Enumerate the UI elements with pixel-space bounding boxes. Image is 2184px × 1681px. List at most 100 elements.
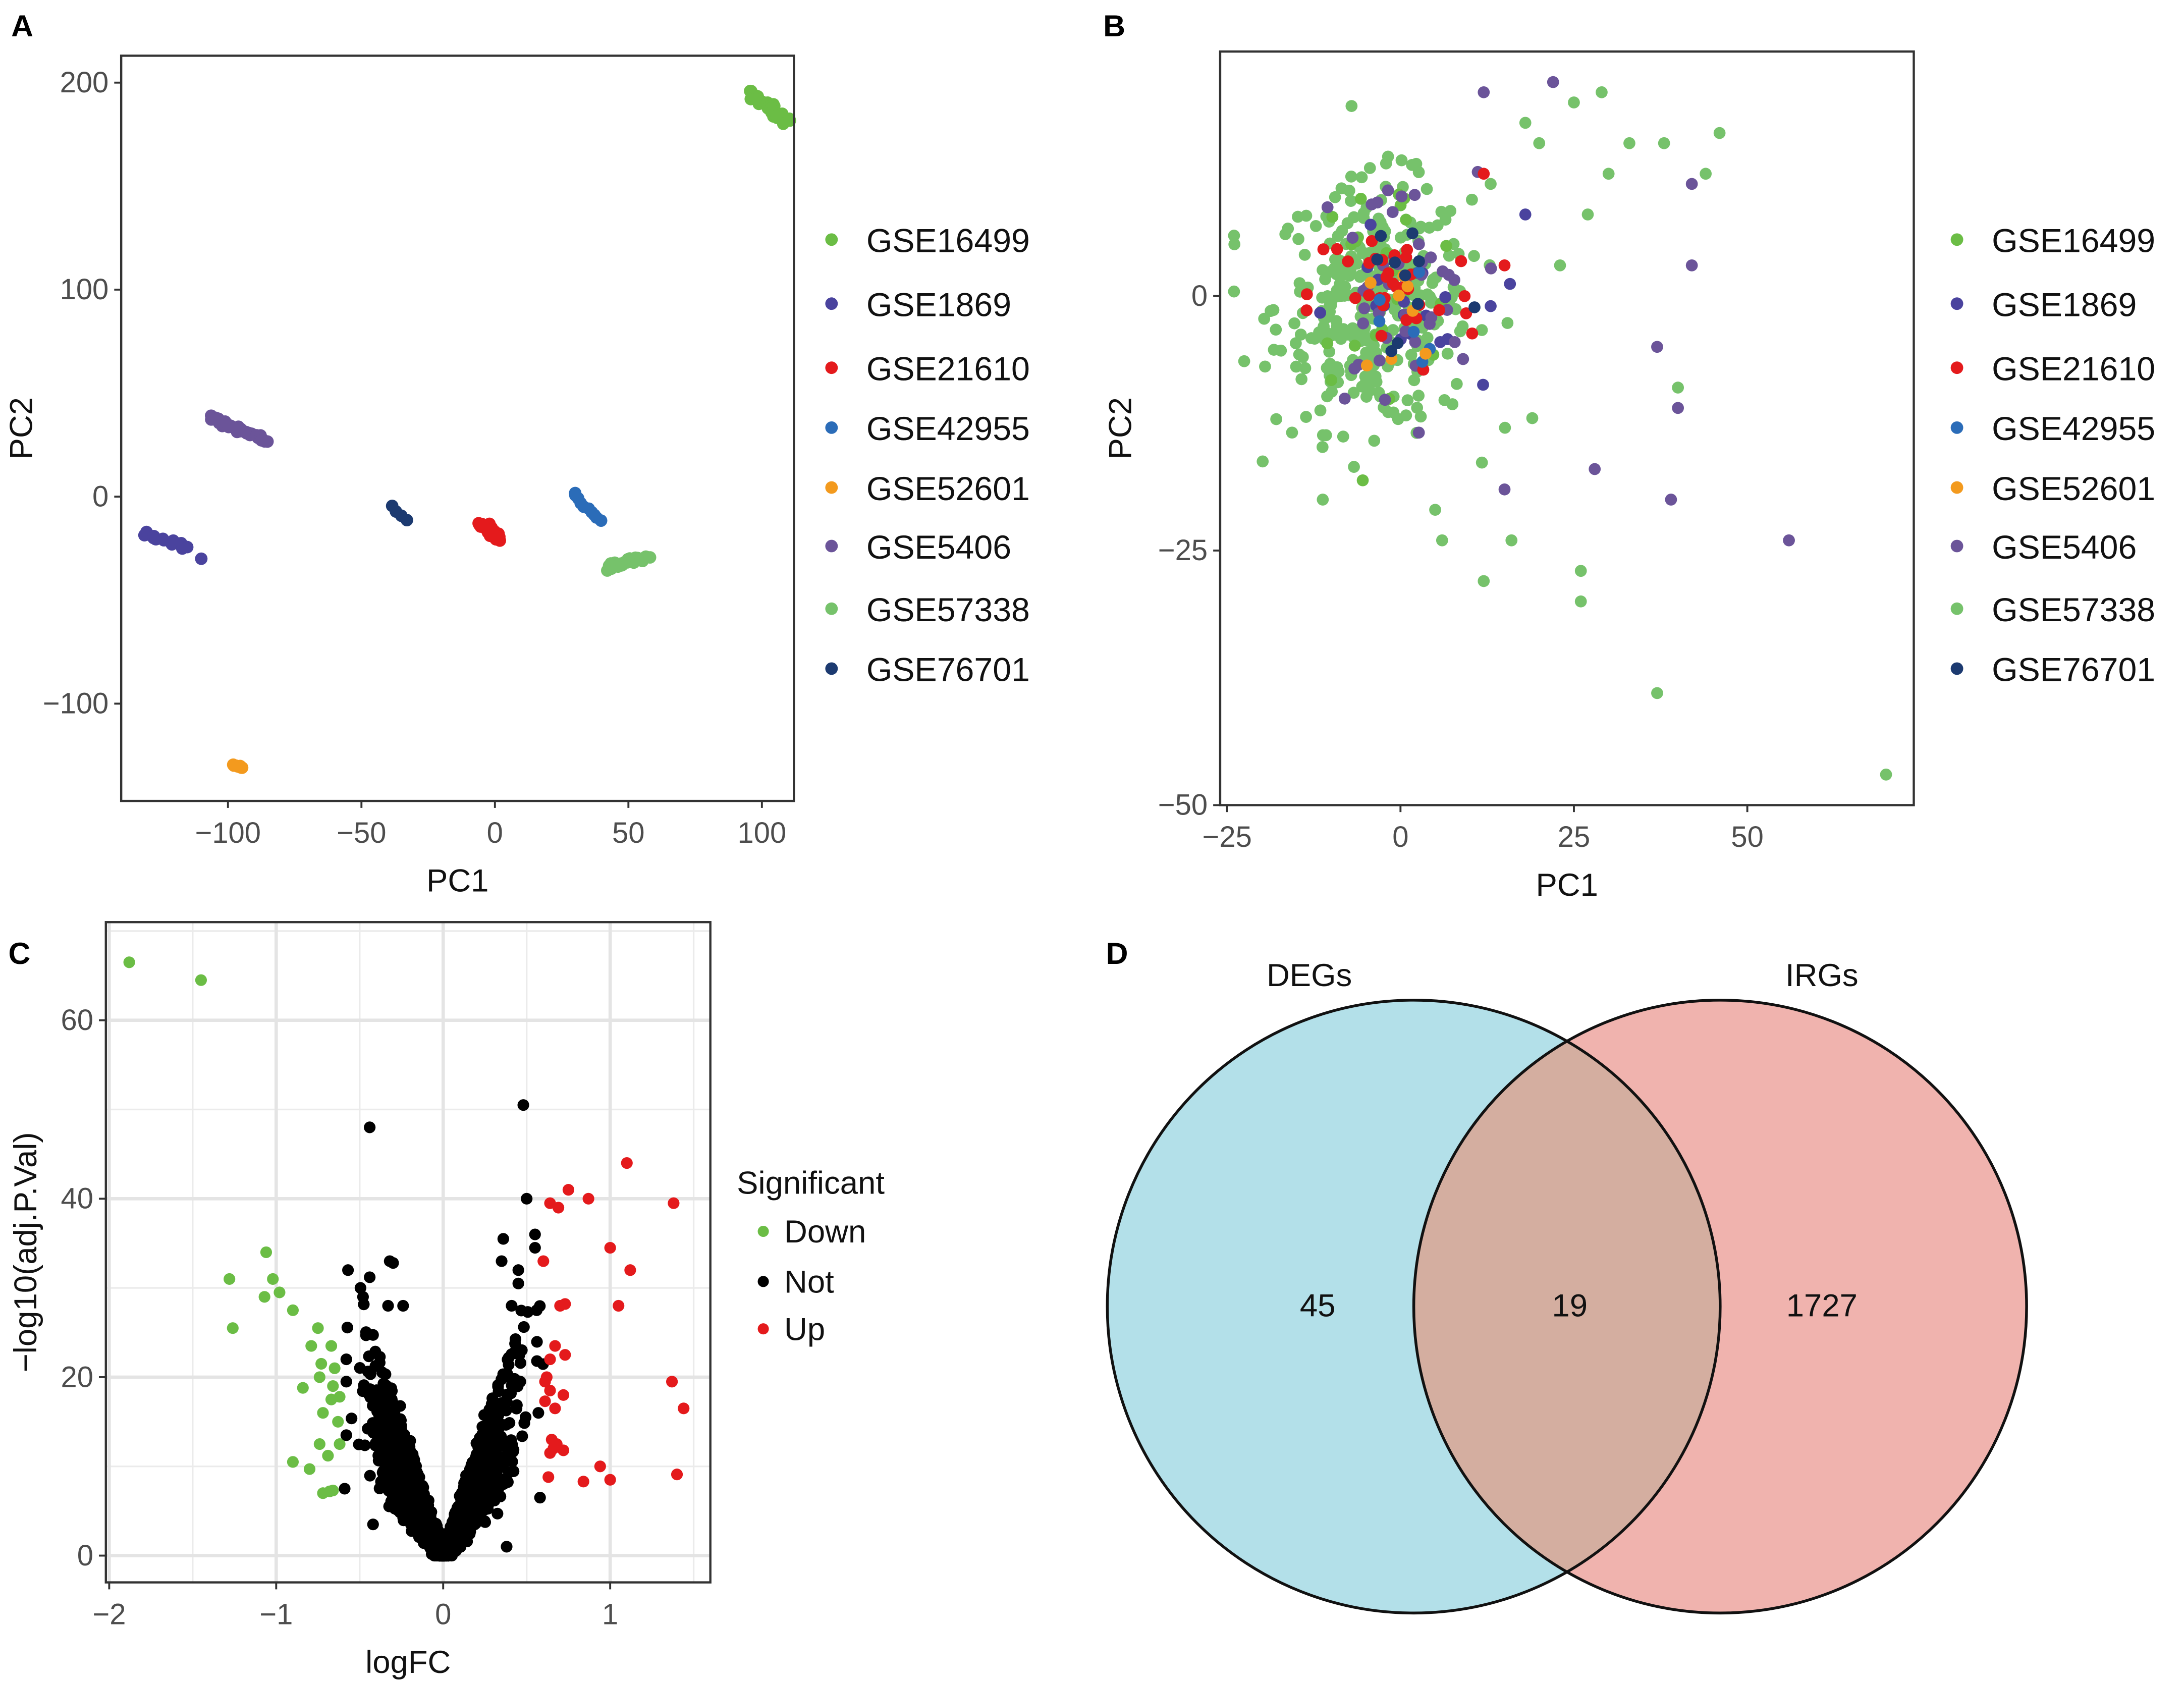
- point-not: [339, 1483, 351, 1495]
- point-up: [559, 1349, 571, 1361]
- point-gse57338: [1526, 412, 1539, 424]
- legend-dot-gse5406: [1950, 539, 1963, 553]
- point-gse57338: [1623, 137, 1635, 149]
- point-gse57338: [1259, 360, 1271, 373]
- point-gse57338: [1326, 386, 1338, 398]
- y-tick-label: −25: [1158, 534, 1208, 567]
- point-gse5406: [1498, 483, 1511, 496]
- point-gse21610: [1363, 289, 1375, 301]
- point-not: [357, 1291, 369, 1303]
- point-up: [544, 1384, 556, 1397]
- legend-label-gse5406: GSE5406: [866, 529, 1011, 566]
- point-gse21610: [1349, 292, 1361, 304]
- point-gse21610: [1331, 243, 1343, 255]
- point-gse5406: [1408, 189, 1421, 201]
- point-gse57338: [1337, 430, 1349, 443]
- point-not: [399, 1433, 411, 1445]
- point-not: [373, 1482, 386, 1494]
- point-gse1869: [1504, 278, 1516, 290]
- point-not: [498, 1371, 510, 1383]
- point-gse5406: [1386, 206, 1399, 219]
- point-gse57338: [1313, 326, 1325, 339]
- point-not: [457, 1505, 470, 1517]
- point-gse57338: [1314, 404, 1327, 417]
- point-gse57338: [1275, 344, 1287, 357]
- point-gse57338: [1335, 333, 1347, 345]
- point-gse5406: [1346, 232, 1359, 244]
- point-gse5406: [1409, 336, 1422, 348]
- point-down: [287, 1456, 299, 1468]
- venn-count-irgs-only: 1727: [1786, 1288, 1858, 1323]
- point-not: [492, 1507, 504, 1520]
- y-tick-label: 0: [77, 1540, 93, 1572]
- point-gse57338: [1533, 137, 1546, 149]
- point-gse42955: [1407, 326, 1420, 338]
- pca-plot-after: −25 0 25 50−50−250PC1PC2GSE16499GSE1869GSE2…: [1103, 50, 2155, 903]
- x-tick-label: 50: [612, 817, 644, 849]
- point-gse5406: [1448, 274, 1460, 286]
- point-not: [484, 1430, 497, 1442]
- y-tick-label: 0: [1191, 280, 1208, 312]
- point-down: [195, 974, 207, 986]
- point-gse21610: [1466, 327, 1479, 340]
- point-up: [539, 1376, 551, 1388]
- panel-label-b: B: [1103, 9, 1125, 43]
- point-down: [260, 1246, 272, 1259]
- point-gse5406: [1425, 251, 1437, 263]
- point-not: [506, 1299, 518, 1312]
- point-not: [497, 1233, 509, 1245]
- point-down: [327, 1484, 339, 1497]
- point-down: [325, 1340, 338, 1352]
- point-not: [415, 1526, 427, 1538]
- venn-overlap: [1413, 1000, 1720, 1613]
- point-gse57338: [1880, 768, 1892, 781]
- point-gse5406: [261, 435, 274, 448]
- point-gse5406: [1373, 354, 1386, 367]
- legend-label-gse57338: GSE57338: [1992, 591, 2155, 629]
- point-gse52601: [1419, 347, 1432, 360]
- point-not: [346, 1413, 358, 1425]
- point-down: [258, 1291, 270, 1303]
- point-gse57338: [1596, 86, 1608, 98]
- point-up: [544, 1447, 556, 1459]
- point-gse5406: [1358, 302, 1371, 314]
- legend-dot-gse21610: [825, 361, 838, 374]
- point-up: [544, 1353, 556, 1366]
- point-gse5406: [1348, 362, 1360, 375]
- point-not: [446, 1516, 459, 1529]
- y-axis-title: PC2: [1103, 397, 1138, 459]
- venn-count-degs-only: 45: [1300, 1288, 1336, 1323]
- point-not: [518, 1321, 530, 1333]
- point-gse21610: [1433, 304, 1445, 316]
- point-gse57338: [1270, 323, 1282, 336]
- point-not: [513, 1349, 525, 1361]
- point-not: [340, 1376, 352, 1388]
- point-not: [522, 1306, 534, 1318]
- point-gse57338: [1368, 339, 1380, 352]
- x-tick-label: −25: [1203, 821, 1252, 853]
- x-axis-title: PC1: [1536, 867, 1598, 903]
- point-gse57338: [1651, 687, 1663, 699]
- point-gse1869: [195, 552, 208, 565]
- point-not: [376, 1366, 389, 1379]
- point-down: [312, 1322, 324, 1334]
- point-up: [582, 1192, 594, 1205]
- point-gse57338: [1395, 154, 1408, 167]
- point-gse57338: [1414, 410, 1427, 423]
- legend-dot-gse1869: [1950, 297, 1963, 310]
- point-gse57338: [1295, 373, 1308, 386]
- point-not: [486, 1480, 499, 1492]
- point-up: [557, 1444, 570, 1456]
- legend-dot-gse1869: [825, 297, 838, 310]
- point-gse57338: [1336, 225, 1348, 237]
- point-not: [492, 1379, 504, 1391]
- point-gse57338: [1429, 504, 1441, 516]
- point-gse21610: [1300, 304, 1313, 316]
- legend-label-up: Up: [784, 1312, 825, 1347]
- point-not: [512, 1277, 524, 1289]
- point-not: [378, 1384, 390, 1396]
- point-down: [329, 1362, 341, 1374]
- point-not: [364, 1271, 376, 1283]
- point-down: [313, 1438, 325, 1450]
